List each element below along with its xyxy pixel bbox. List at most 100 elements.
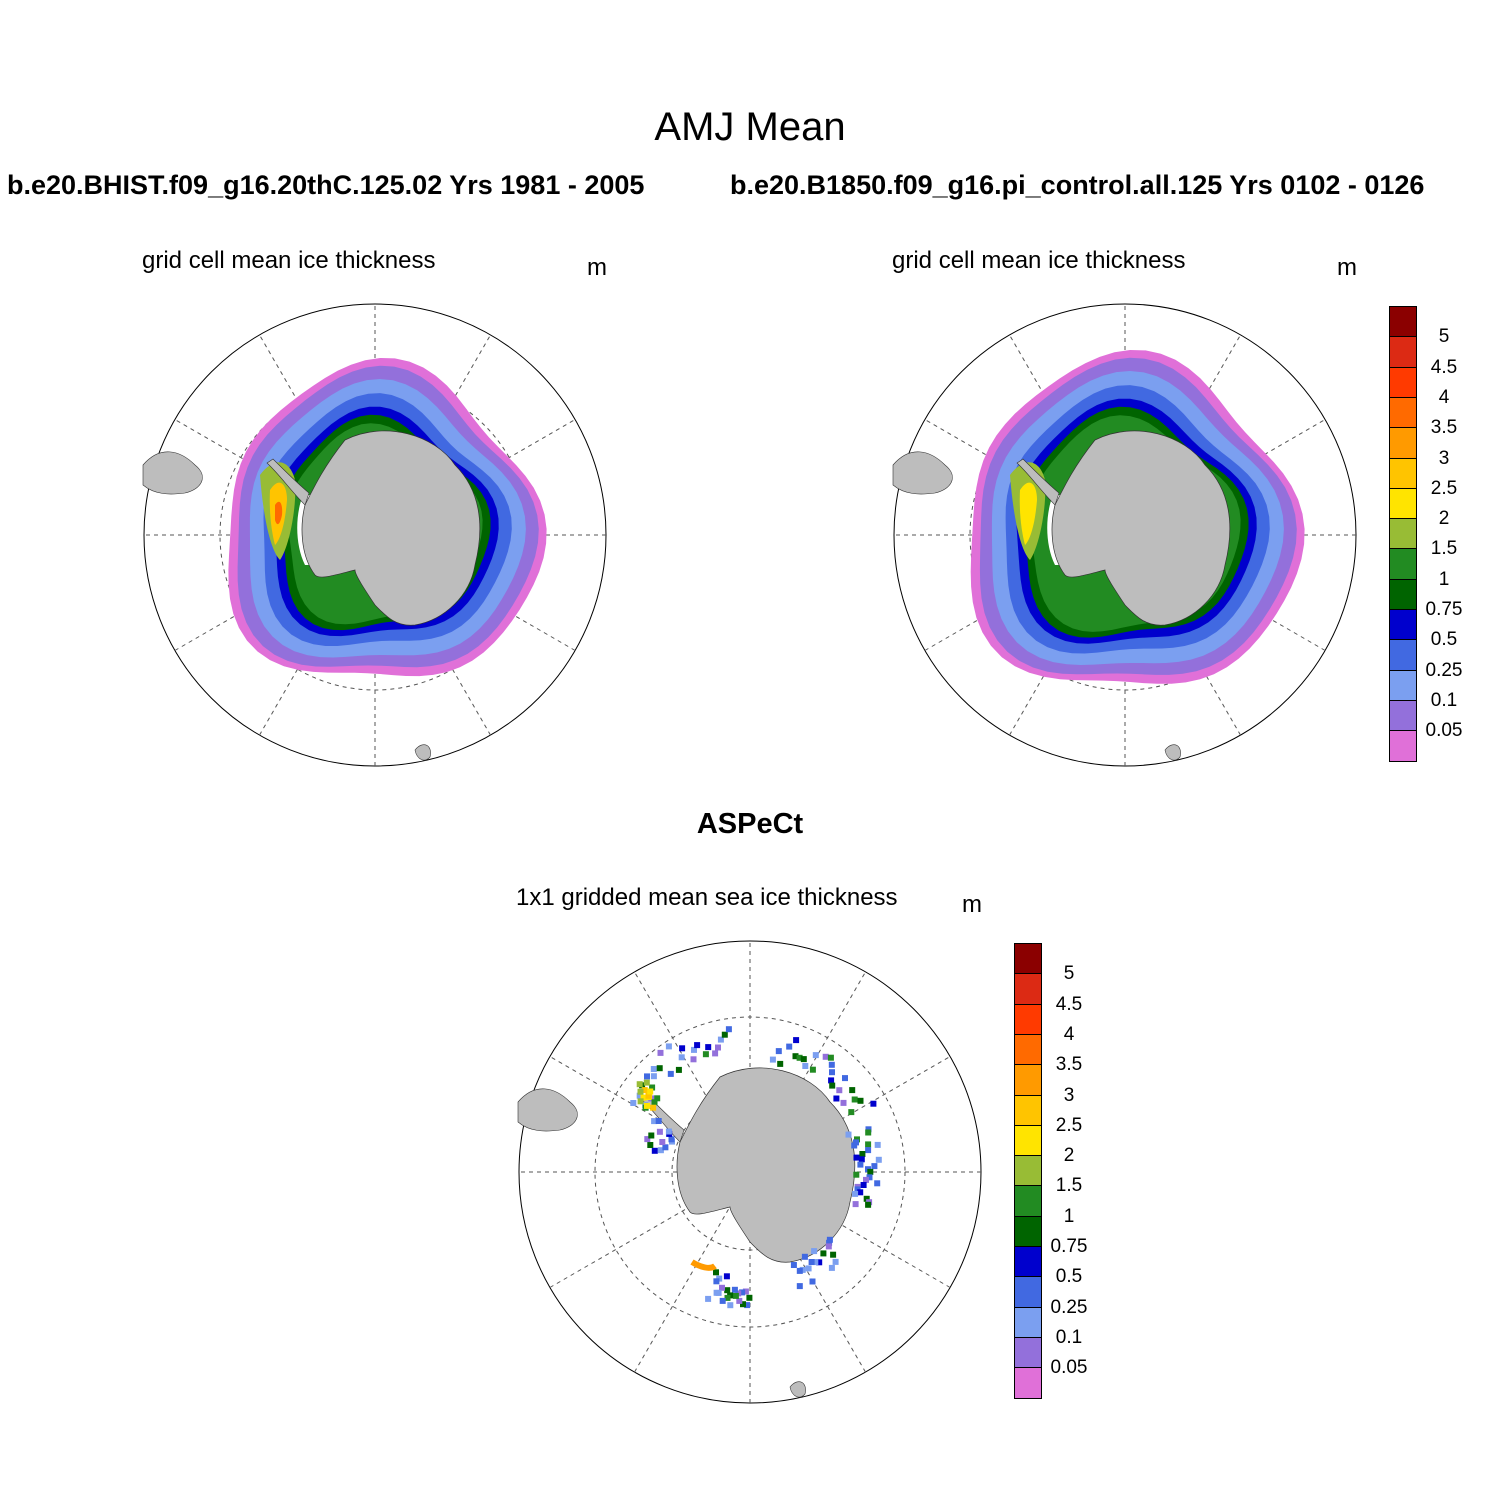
- colorbar-swatch: [1389, 548, 1417, 581]
- colorbar-swatch: [1014, 973, 1042, 1006]
- ship-track-cell: [866, 1174, 873, 1181]
- ship-track-cell: [655, 1118, 662, 1124]
- colorbar-swatch: [1389, 306, 1417, 339]
- ship-track-cell: [649, 1084, 656, 1091]
- ship-track-cell: [736, 1297, 743, 1304]
- colorbar-label: 3.5: [1430, 417, 1458, 439]
- colorbar-swatch: [1389, 730, 1417, 763]
- ship-track-cell: [719, 1284, 725, 1291]
- antarctica-landmass: [1051, 430, 1231, 626]
- ship-track-cell: [790, 1262, 797, 1268]
- colorbar-label: 2: [1063, 1145, 1075, 1167]
- ship-track-cell: [833, 1095, 840, 1102]
- ship-track-cell: [777, 1060, 784, 1067]
- ship-track-cell: [860, 1182, 867, 1188]
- ship-track-cell: [828, 1077, 835, 1084]
- ship-track-cell: [713, 1269, 719, 1276]
- ship-track-cell: [816, 1259, 823, 1266]
- colorbar-swatch: [1014, 943, 1042, 976]
- ship-track-cell: [863, 1195, 870, 1202]
- ship-track-cell: [721, 1031, 728, 1038]
- colorbar-label: 0.75: [1425, 599, 1463, 620]
- meridian-line: [174, 419, 576, 651]
- ship-track-cell: [826, 1239, 833, 1246]
- ship-track-cell: [829, 1069, 835, 1076]
- ship-track-cell: [724, 1287, 731, 1294]
- colorbar-swatch: [1389, 336, 1417, 369]
- colorbar-label: 1: [1063, 1205, 1075, 1227]
- antarctica-landmass: [676, 1067, 856, 1263]
- colorbar-swatch: [1389, 609, 1417, 642]
- colorbar-swatch: [1014, 1064, 1042, 1097]
- ship-track-cell: [724, 1294, 731, 1301]
- ship-track-cell: [731, 1286, 738, 1293]
- ship-track-cell: [842, 1075, 848, 1082]
- colorbar-label: 2.5: [1430, 477, 1458, 499]
- colorbar-label: 0.25: [1425, 659, 1463, 681]
- ship-track-cell: [832, 1258, 839, 1265]
- ship-track-cell: [849, 1087, 856, 1094]
- ship-track-cell: [836, 1087, 843, 1094]
- ship-track-cell: [712, 1050, 719, 1057]
- ship-track-cell: [852, 1201, 859, 1208]
- south-america-landmass: [892, 451, 953, 495]
- ship-track-cell: [651, 1147, 658, 1154]
- map-panel-1: [142, 303, 607, 767]
- colorbar-label: 0.25: [1050, 1296, 1088, 1318]
- panel-2-case-title: b.e20.B1850.f09_g16.pi_control.all.125 Y…: [730, 170, 1425, 200]
- ship-track-cell: [853, 1171, 860, 1178]
- ship-track-cell: [874, 1141, 881, 1148]
- ship-track-cell: [853, 1154, 860, 1161]
- ship-track-cell: [644, 1073, 650, 1080]
- ship-track-cell: [792, 1053, 799, 1060]
- colorbar-swatch: [1014, 1336, 1042, 1370]
- ship-track-cell: [793, 1037, 800, 1044]
- colorbar-label: 3: [1438, 447, 1450, 469]
- ship-track-cell: [825, 1243, 832, 1250]
- ship-track-cell: [702, 1051, 709, 1058]
- ship-track-cell: [870, 1100, 877, 1107]
- colorbar-swatch: [1014, 1185, 1042, 1218]
- ship-track-cell: [812, 1259, 819, 1266]
- colorbar-label: 4.5: [1430, 356, 1458, 378]
- colorbar-swatch: [1014, 1094, 1042, 1127]
- ship-track-cell: [641, 1087, 648, 1094]
- ship-track-cell: [809, 1066, 816, 1073]
- colorbar-label: 5: [1438, 326, 1450, 348]
- ship-track-cell: [809, 1278, 816, 1285]
- ship-track-cell: [665, 1128, 672, 1135]
- ship-track-cell: [713, 1278, 720, 1285]
- ship-track-cell: [857, 1189, 864, 1196]
- ship-track-cell: [705, 1044, 712, 1051]
- ship-track-cell: [859, 1151, 866, 1157]
- ship-track-cell: [740, 1301, 746, 1308]
- ship-track-cell: [647, 1142, 654, 1148]
- colorbar-swatch: [1389, 366, 1417, 399]
- ship-track-cell: [648, 1132, 655, 1139]
- colorbar-swatch: [1389, 487, 1417, 521]
- ship-track-cell: [723, 1273, 730, 1280]
- colorbar-label: 0.1: [1430, 689, 1458, 711]
- ship-track-cell: [827, 1054, 834, 1061]
- ship-track-cell: [828, 1061, 835, 1068]
- map-panel-2: [892, 303, 1357, 767]
- colorbar-swatch: [1014, 1276, 1042, 1309]
- colorbar-label: 5: [1063, 963, 1075, 985]
- panel-1-variable-title: grid cell mean ice thickness: [142, 247, 436, 274]
- ship-track-cell: [675, 1066, 682, 1073]
- colorbar-swatch: [1389, 699, 1417, 733]
- ship-track-cell: [732, 1292, 739, 1299]
- ship-track-cell: [690, 1259, 717, 1271]
- weddell-peak-ice: [275, 501, 283, 525]
- ship-track-cell: [667, 1070, 674, 1077]
- ship-track-cell: [796, 1054, 803, 1061]
- ship-track-cell: [867, 1168, 874, 1175]
- ship-track-cell: [644, 1102, 650, 1109]
- island-landmass: [1164, 744, 1181, 761]
- ship-track-cell: [657, 1049, 664, 1056]
- colorbar-label: 0.5: [1055, 1266, 1083, 1288]
- island-landmass: [414, 744, 431, 761]
- ship-track-cell: [805, 1265, 812, 1272]
- ship-track-cell: [654, 1095, 661, 1102]
- ship-track-cell: [713, 1289, 720, 1296]
